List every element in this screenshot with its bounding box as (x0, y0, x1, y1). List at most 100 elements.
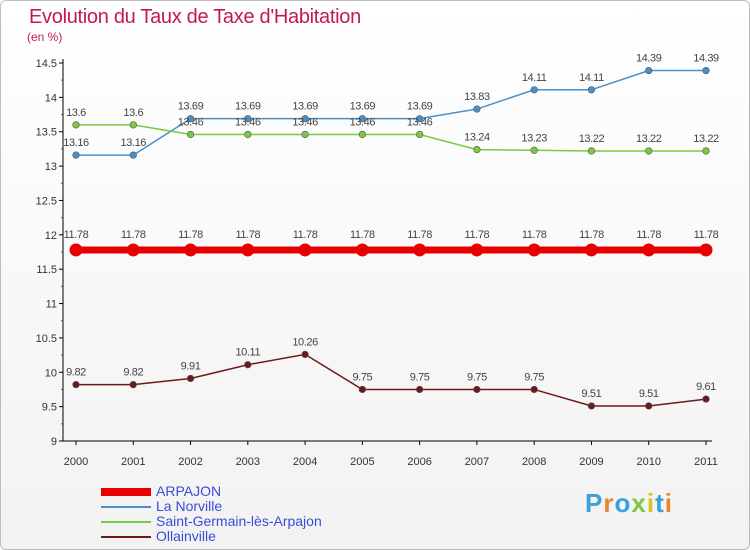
data-point (645, 147, 653, 155)
data-label: 9.82 (66, 367, 86, 379)
series-line (76, 353, 707, 407)
data-label: 14.11 (579, 72, 604, 84)
data-label: 11.78 (465, 229, 490, 241)
data-label: 13.46 (350, 116, 376, 128)
y-tick-label: 11 (46, 299, 57, 311)
data-point (129, 121, 137, 129)
data-point (72, 121, 80, 129)
data-point (645, 402, 653, 410)
proxiti-logo: Proxiti (585, 488, 673, 518)
series-line (76, 124, 706, 152)
data-label: 13.16 (121, 137, 147, 149)
data-label: 13.69 (292, 101, 318, 113)
legend-label-saint-germain: Saint-Germain-lès-Arpajon (156, 513, 322, 529)
legend-label-arpajon: ARPAJON (156, 483, 222, 499)
legend-label-la-norville: La Norville (156, 498, 223, 514)
data-point (699, 243, 713, 257)
x-tick-label: 2005 (350, 456, 374, 468)
data-label: 13.22 (636, 133, 662, 145)
y-tick-label: 13 (45, 161, 57, 173)
legend-label-ollainville: Ollainville (156, 528, 216, 544)
data-point (186, 130, 195, 139)
data-label: 13.16 (63, 137, 89, 149)
data-point (301, 115, 309, 123)
y-tick-label: 9 (51, 436, 57, 448)
series-line (76, 69, 706, 156)
data-label: 13.22 (579, 133, 605, 145)
y-tick-label: 10.5 (36, 333, 57, 345)
y-tick-label: 14 (45, 92, 57, 104)
data-point (473, 385, 481, 394)
data-point (473, 145, 481, 154)
data-point (473, 105, 481, 113)
data-point (530, 86, 538, 94)
legend-swatch-arpajon (101, 488, 151, 496)
data-label: 11.78 (694, 229, 719, 241)
y-tick-label: 11.5 (36, 264, 57, 276)
data-label: 13.23 (521, 132, 547, 144)
data-label: 13.46 (292, 116, 318, 128)
data-point (416, 130, 424, 139)
data-point (72, 381, 80, 389)
x-tick-label: 2004 (293, 456, 317, 468)
data-point (358, 385, 366, 394)
data-label: 11.78 (121, 229, 146, 241)
x-tick-label: 2003 (236, 456, 260, 468)
legend-swatch-la-norville (101, 506, 151, 508)
legend-swatch-saint-germain (101, 521, 151, 523)
data-label: 13.69 (350, 101, 376, 113)
chart-title: Evolution du Taux de Taxe d'Habitation (29, 6, 361, 28)
data-point (645, 66, 653, 75)
data-point (129, 381, 137, 389)
data-point (587, 147, 596, 155)
data-point (126, 243, 140, 257)
data-label: 13.22 (693, 133, 719, 145)
data-label: 13.46 (235, 116, 261, 128)
data-label: 11.78 (64, 229, 89, 241)
data-point (642, 243, 656, 257)
data-label: 10.11 (235, 347, 260, 359)
data-point (530, 146, 538, 154)
data-point (584, 243, 598, 257)
data-label: 13.83 (464, 91, 490, 103)
x-tick-label: 2007 (465, 456, 489, 468)
data-label: 13.6 (123, 107, 143, 119)
data-point (702, 66, 710, 75)
data-label: 11.78 (579, 229, 604, 241)
data-label: 9.51 (639, 388, 659, 400)
data-label: 13.46 (178, 116, 204, 128)
x-tick-label: 2010 (636, 456, 660, 468)
data-label: 13.6 (66, 107, 86, 119)
data-label: 9.75 (352, 371, 372, 383)
data-point (129, 151, 137, 159)
x-tick-label: 2002 (178, 456, 202, 468)
data-point (69, 243, 83, 257)
data-point (301, 130, 309, 139)
data-label: 13.46 (407, 116, 433, 128)
data-label: 11.78 (636, 229, 661, 241)
data-point (298, 243, 312, 257)
data-point (470, 243, 484, 257)
data-point (241, 243, 255, 257)
data-point (244, 130, 252, 139)
data-label: 9.61 (696, 381, 716, 393)
x-tick-label: 2008 (522, 456, 546, 468)
y-unit-label: (en %) (27, 30, 63, 44)
y-tick-label: 10 (45, 367, 57, 379)
data-point (530, 385, 538, 394)
data-point (184, 243, 198, 257)
data-point (416, 115, 424, 123)
data-point (702, 395, 710, 403)
x-tick-label: 2001 (121, 456, 145, 468)
data-point (72, 151, 80, 159)
data-point (301, 350, 309, 359)
data-point (355, 243, 369, 257)
data-label: 11.78 (178, 229, 203, 241)
data-label: 13.69 (407, 101, 433, 113)
data-label: 9.75 (524, 371, 544, 383)
data-point (244, 115, 252, 123)
data-label: 14.11 (522, 72, 547, 84)
data-point (702, 147, 710, 155)
